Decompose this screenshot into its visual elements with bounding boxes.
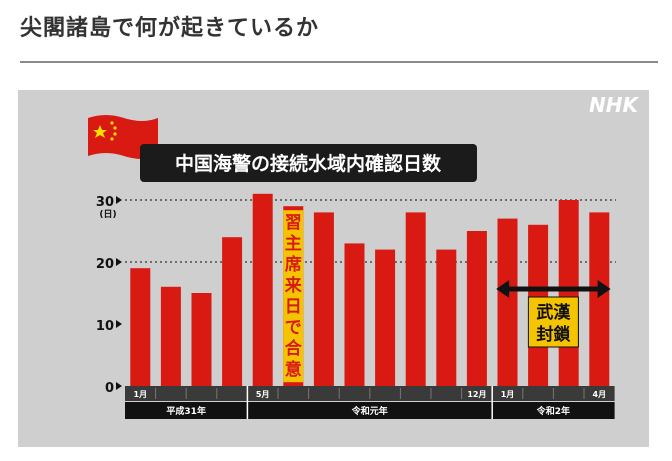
x-tick-label: 1月 <box>501 390 515 399</box>
era-label: 令和2年 <box>536 405 570 417</box>
lockdown-arrow-left <box>496 280 510 298</box>
bar <box>191 293 212 386</box>
y-tick-arrow <box>116 258 122 266</box>
lockdown-box <box>527 296 579 348</box>
x-tick-label: 1月 <box>134 390 148 399</box>
bar <box>130 268 151 386</box>
y-tick-arrow <box>116 320 122 328</box>
bar <box>558 200 579 386</box>
heading-divider <box>20 61 658 63</box>
y-tick-label: 20 <box>96 257 114 272</box>
bar <box>405 212 426 386</box>
bar <box>375 249 396 386</box>
annotation-lockdown: 封鎖 <box>536 324 571 345</box>
bar <box>313 212 334 386</box>
era-label: 平成31年 <box>166 405 206 417</box>
nhk-logo: NHK <box>589 93 639 117</box>
bar <box>222 237 243 386</box>
annotation-wuhan: 武漢 <box>536 302 571 323</box>
x-tick-label: 5月 <box>256 390 270 399</box>
bar <box>160 286 181 386</box>
page-title: 尖閣諸島で何が起きているか <box>20 16 320 41</box>
y-tick-label: 30 <box>96 195 114 210</box>
chart-title: 中国海警の接続水域内確認日数 <box>175 152 442 175</box>
y-axis-unit: (日) <box>99 209 116 220</box>
bar <box>466 231 487 386</box>
y-tick-arrow <box>116 382 122 390</box>
bar <box>436 249 457 386</box>
bar <box>252 193 273 386</box>
bar-chart: NHK 中国海警の接続水域内確認日数 0 10 20 30(日) 1月 5月 12月 1月 4月… <box>88 93 639 419</box>
y-tick-label: 0 <box>105 381 114 396</box>
x-tick-label: 12月 <box>467 390 486 399</box>
bar <box>344 243 365 386</box>
chart-title-banner: 中国海警の接続水域内確認日数 <box>140 144 477 182</box>
era-label: 令和元年 <box>351 405 388 417</box>
annotation-label-bg <box>283 210 304 383</box>
bar <box>589 212 610 386</box>
chart-figure: NHK 中国海警の接続水域内確認日数 0 10 20 30 (日) 1月 5月 12月 1月 4月… <box>18 90 649 447</box>
y-tick-label: 10 <box>96 319 114 334</box>
x-tick-label: 4月 <box>593 390 607 399</box>
lockdown-arrow-right <box>597 280 611 298</box>
annotation-xi-visit: 習主席来日で合意 <box>284 213 303 380</box>
bar <box>497 218 518 386</box>
y-tick-arrow <box>116 196 122 204</box>
